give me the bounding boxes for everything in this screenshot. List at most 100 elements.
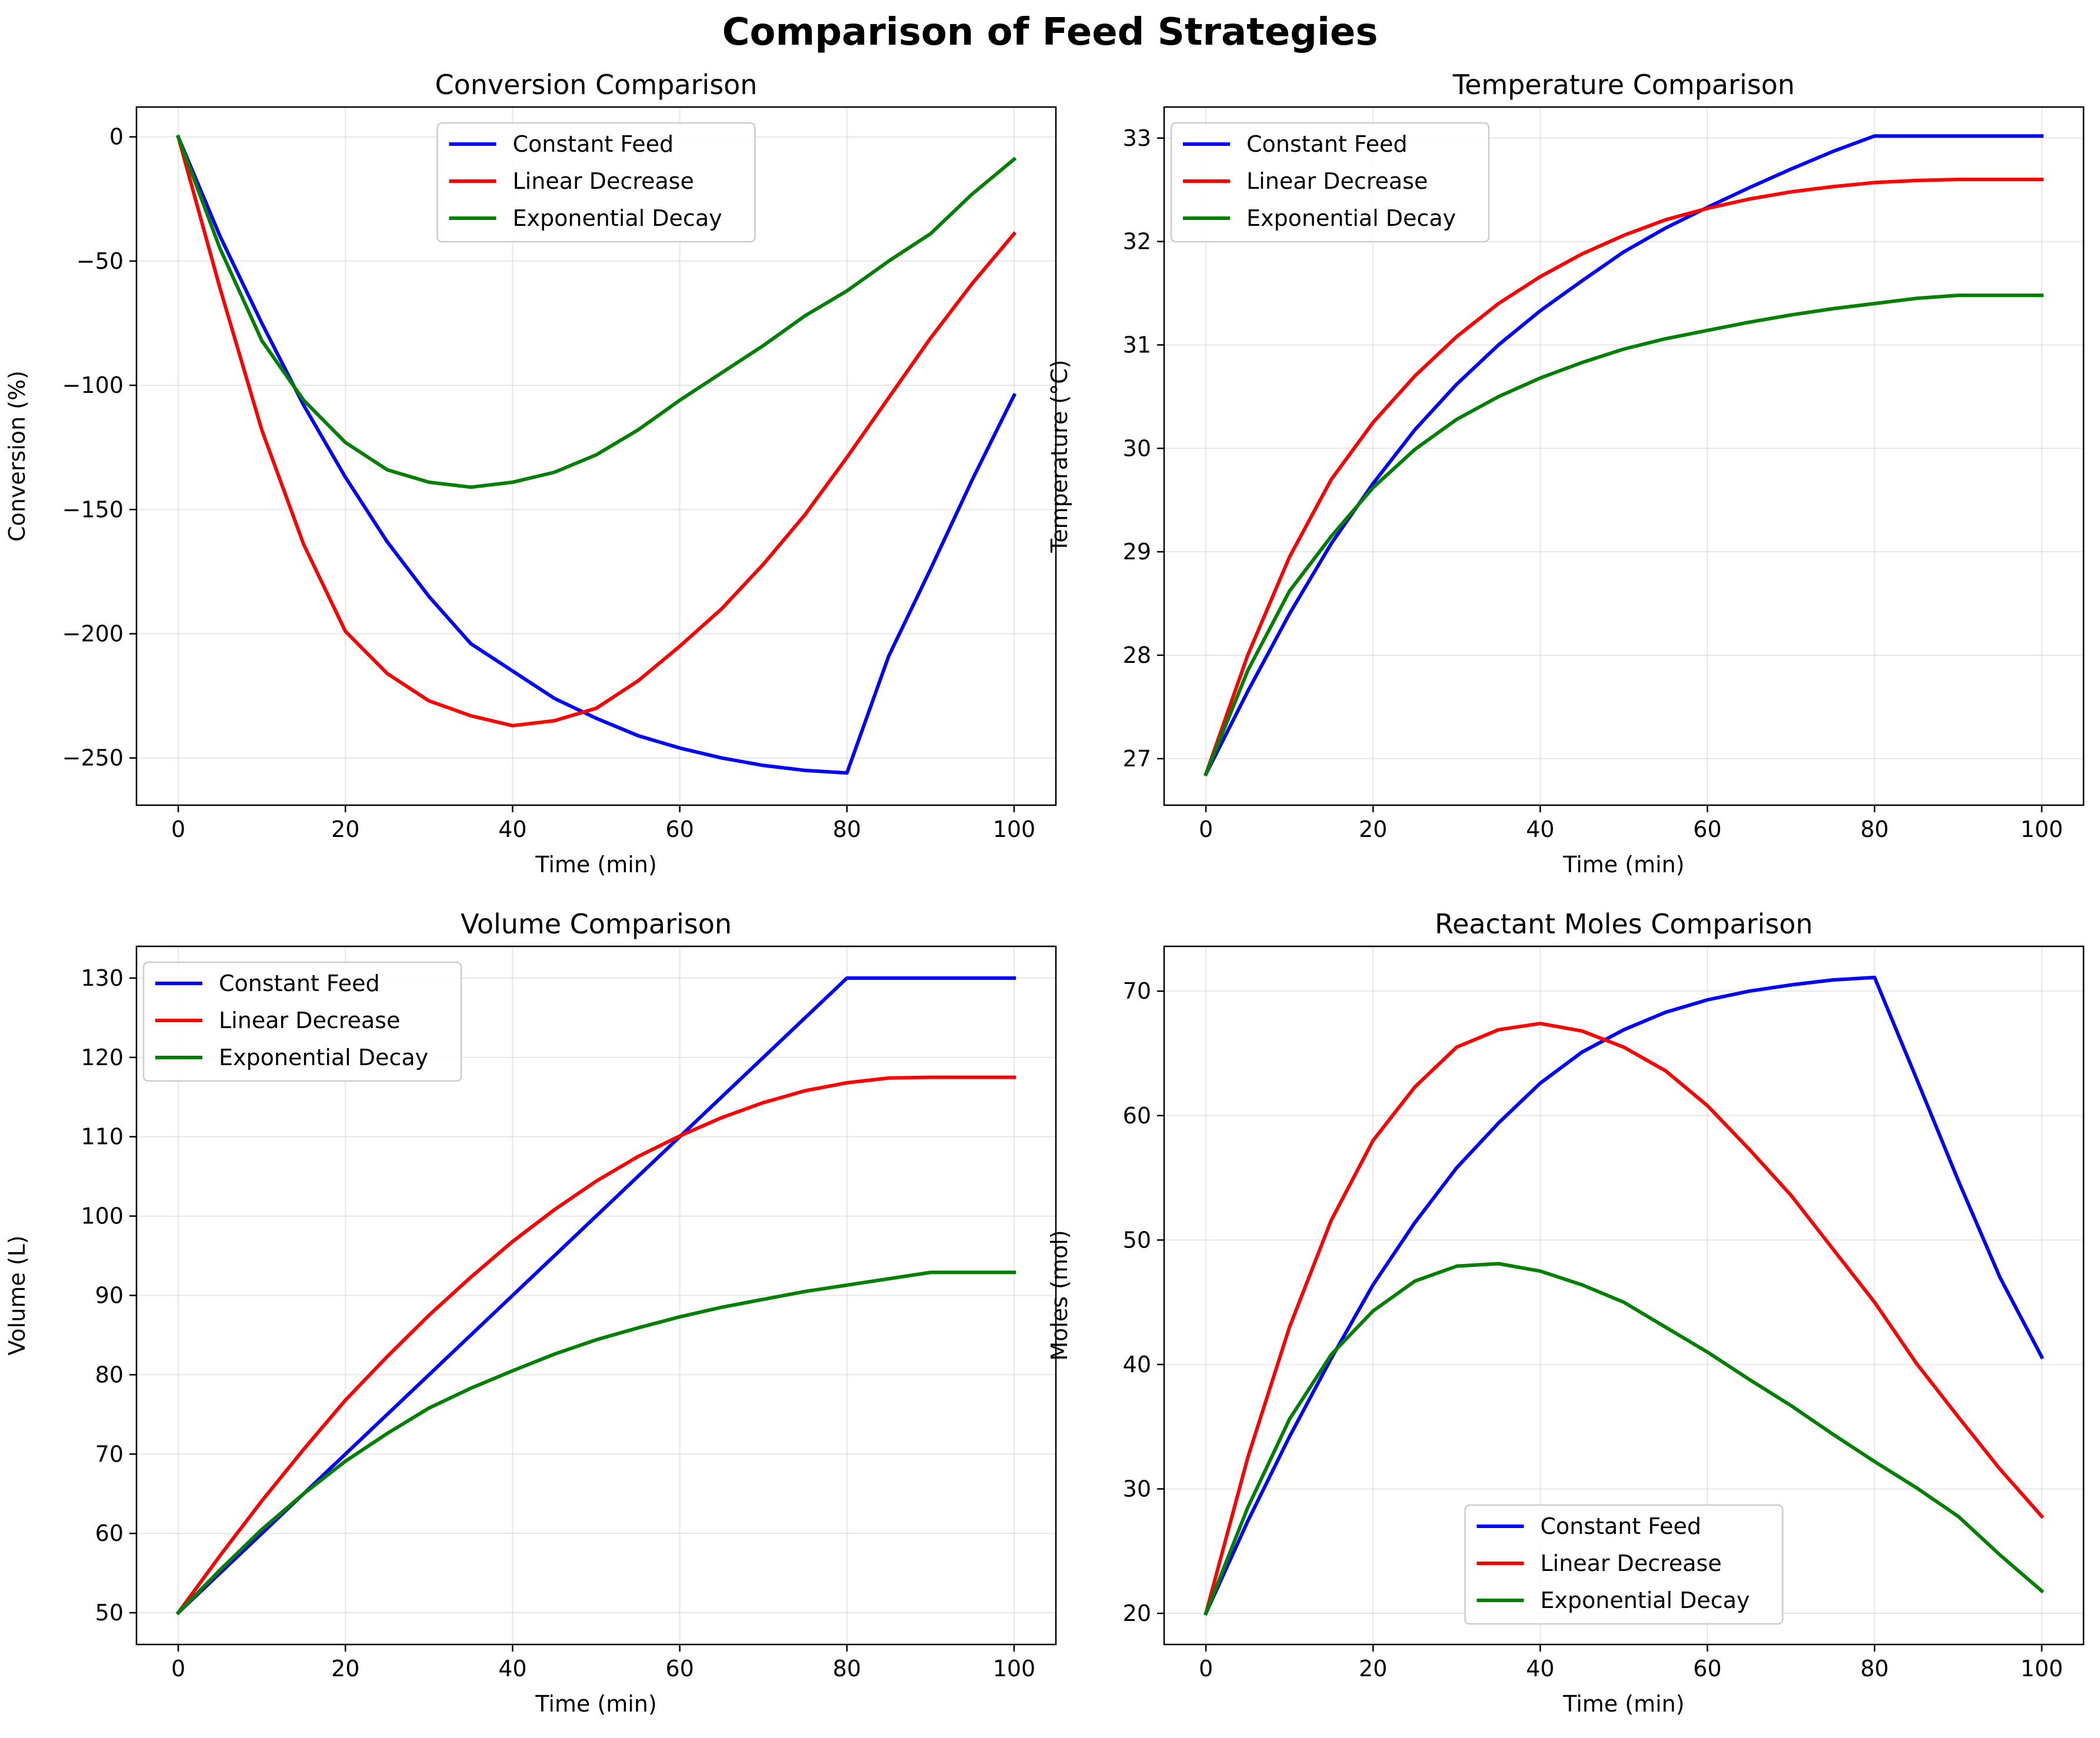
- legend-label-3: Exponential Decay: [1541, 1587, 1750, 1613]
- x-tick-label: 0: [1199, 1656, 1213, 1682]
- x-tick-label: 80: [833, 816, 861, 842]
- y-axis-label: Temperature (°C): [1046, 360, 1072, 553]
- series-line-2: [1204, 1022, 2045, 1616]
- y-tick-label: −200: [62, 621, 124, 647]
- series-line-1: [175, 976, 1016, 1616]
- legend-label-2: Linear Decrease: [1541, 1550, 1722, 1576]
- y-tick-label: 130: [81, 965, 124, 991]
- y-tick-label: 90: [95, 1283, 124, 1309]
- x-tick-label: 20: [1359, 816, 1387, 842]
- legend-box: [1464, 1504, 1784, 1625]
- x-tick-label: 60: [1693, 816, 1721, 842]
- y-tick-label: 28: [1123, 642, 1151, 668]
- series-line-2: [176, 135, 1017, 728]
- chart-panel-3: 0 20 40 60 80 100 50 60 70 80 90 100 110 120 130 Volume…: [4, 908, 1057, 1717]
- legend-label-1: Constant Feed: [1246, 131, 1408, 157]
- y-tick-label: 31: [1123, 332, 1151, 358]
- y-axis-label: Conversion (%): [4, 371, 30, 542]
- subplot-title: Temperature Comparison: [1452, 69, 1795, 101]
- legend: Constant Feed Linear Decrease Exponential …: [436, 122, 756, 243]
- chart-panel-2: 0 20 40 60 80 100 27 28 29 30 31 32 33 Temperature Co…: [1046, 69, 2085, 878]
- y-tick-label: 80: [95, 1362, 124, 1387]
- chart-panel-4: 0 20 40 60 80 100 20 30 40 50 60 70 Reactant Moles C…: [1046, 908, 2085, 1717]
- y-tick-label: 0: [109, 124, 124, 150]
- x-tick-label: 0: [171, 1656, 185, 1682]
- y-tick-label: 100: [81, 1203, 124, 1229]
- x-tick-label: 40: [498, 1656, 526, 1682]
- y-tick-label: 30: [1123, 435, 1151, 461]
- x-tick-label: 40: [1526, 816, 1554, 842]
- legend: Constant Feed Linear Decrease Exponential …: [1464, 1504, 1784, 1625]
- y-tick-label: 70: [1123, 978, 1151, 1004]
- legend-label-1: Constant Feed: [219, 970, 380, 996]
- x-tick-label: 60: [665, 816, 694, 842]
- x-tick-label: 0: [1199, 816, 1213, 842]
- x-tick-label: 0: [171, 816, 185, 842]
- legend-label-2: Linear Decrease: [1246, 168, 1428, 194]
- x-axis-label: Time (min): [535, 852, 656, 878]
- y-tick-label: −100: [62, 372, 124, 398]
- figure-title: Comparison of Feed Strategies: [722, 11, 1378, 54]
- x-tick-label: 40: [1526, 1656, 1554, 1682]
- subplot-title: Conversion Comparison: [435, 69, 758, 101]
- y-tick-label: 50: [1123, 1227, 1151, 1253]
- legend-box: [436, 122, 756, 243]
- y-tick-label: 60: [95, 1520, 124, 1546]
- legend-label-1: Constant Feed: [513, 131, 674, 157]
- x-tick-label: 60: [1693, 1656, 1721, 1682]
- x-tick-label: 100: [993, 816, 1036, 842]
- y-tick-label: 29: [1123, 539, 1151, 565]
- subplot-title: Volume Comparison: [461, 908, 732, 940]
- x-tick-label: 80: [1861, 1656, 1889, 1682]
- y-axis-label: Volume (L): [4, 1235, 30, 1355]
- y-tick-label: −250: [62, 745, 124, 771]
- x-tick-label: 40: [498, 816, 526, 842]
- series-line-2: [1204, 178, 2044, 777]
- y-tick-label: 40: [1123, 1352, 1151, 1377]
- x-tick-label: 20: [331, 1656, 359, 1682]
- x-tick-label: 60: [665, 1656, 694, 1682]
- legend-label-3: Exponential Decay: [219, 1045, 428, 1070]
- x-axis-label: Time (min): [1562, 852, 1684, 878]
- legend-label-1: Constant Feed: [1541, 1513, 1702, 1539]
- subplot-title: Reactant Moles Comparison: [1435, 908, 1813, 940]
- x-tick-label: 20: [331, 816, 359, 842]
- legend: Constant Feed Linear Decrease Exponential …: [142, 961, 462, 1082]
- x-tick-label: 80: [1861, 816, 1889, 842]
- x-axis-label: Time (min): [535, 1691, 656, 1717]
- y-tick-label: 120: [81, 1045, 124, 1070]
- x-tick-label: 20: [1359, 1656, 1387, 1682]
- legend-label-2: Linear Decrease: [219, 1008, 400, 1033]
- series-line-3: [175, 1270, 1016, 1616]
- axes-frame: [135, 106, 1057, 806]
- axes-frame: [1163, 106, 2085, 806]
- x-axis-label: Time (min): [1562, 1691, 1684, 1717]
- x-tick-label: 100: [2021, 1656, 2064, 1682]
- x-tick-label: 80: [833, 1656, 861, 1682]
- series-line-3: [176, 134, 1017, 489]
- y-tick-label: −150: [62, 496, 124, 522]
- legend-label-3: Exponential Decay: [1246, 205, 1456, 231]
- y-tick-label: 60: [1123, 1103, 1151, 1129]
- series-line-1: [176, 134, 1017, 775]
- axes-frame: [1163, 945, 2085, 1646]
- legend-box: [1170, 122, 1490, 243]
- y-axis-label: Moles (mol): [1046, 1230, 1072, 1360]
- y-tick-label: 32: [1123, 229, 1151, 255]
- y-tick-label: 50: [95, 1600, 124, 1626]
- legend-box: [142, 961, 462, 1082]
- series-line-3: [1204, 293, 2044, 777]
- series-line-2: [175, 1075, 1016, 1616]
- y-tick-label: 30: [1123, 1476, 1151, 1502]
- y-tick-label: 33: [1123, 125, 1151, 151]
- series-line-1: [1203, 134, 2044, 777]
- y-tick-label: 110: [81, 1124, 124, 1150]
- legend-label-2: Linear Decrease: [513, 168, 694, 194]
- series-line-1: [1204, 975, 2045, 1616]
- series-line-3: [1204, 1262, 2045, 1616]
- x-tick-label: 100: [993, 1656, 1036, 1682]
- legend-label-3: Exponential Decay: [513, 205, 722, 231]
- x-tick-label: 100: [2021, 816, 2064, 842]
- chart-panel-1: 0 20 40 60 80 100 0 −50 −100 −150 −200 −250 Conversi…: [4, 69, 1057, 878]
